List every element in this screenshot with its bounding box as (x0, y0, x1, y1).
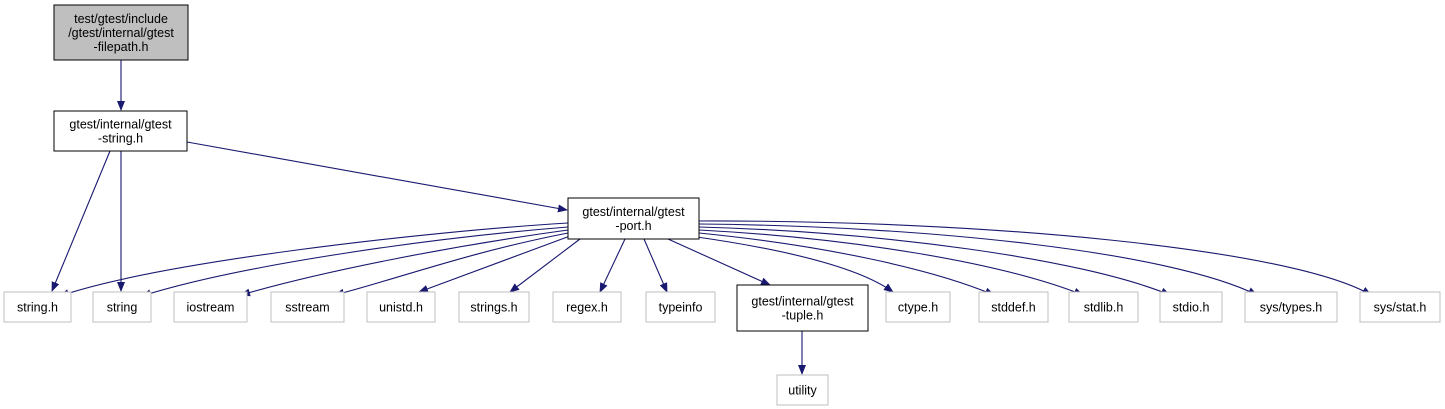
edges-layer (51, 60, 1372, 375)
edge-port-to-stdlib (698, 229, 1084, 296)
node-iostream[interactable]: iostream (173, 291, 248, 323)
node-label-filepath-line-0: test/gtest/include (74, 12, 168, 26)
node-label-tuple-line-0: gtest/internal/gtest (751, 295, 854, 309)
node-stddef[interactable]: stddef.h (978, 291, 1049, 323)
node-typeinfo[interactable]: typeinfo (645, 291, 716, 323)
node-strings[interactable]: strings.h (458, 291, 530, 323)
node-box-utility (776, 374, 829, 406)
node-label-unistd-line-0: unistd.h (379, 301, 423, 315)
node-box-tuple (736, 284, 869, 332)
node-systypes[interactable]: sys/types.h (1244, 291, 1338, 323)
node-label-iostream-line-0: iostream (187, 301, 235, 315)
node-box-systypes (1244, 291, 1338, 323)
edge-port-to-string (141, 226, 569, 298)
node-label-regex-line-0: regex.h (566, 301, 608, 315)
node-label-filepath-line-1: /gtest/internal/gtest (68, 26, 174, 40)
node-label-tuple-line-1: -tuple.h (782, 309, 824, 323)
node-tuple[interactable]: gtest/internal/gtest-tuple.h (736, 284, 869, 332)
node-stdio[interactable]: stdio.h (1159, 291, 1223, 323)
node-string_h[interactable]: string.h (3, 291, 72, 323)
node-label-sstream-line-0: sstream (285, 301, 329, 315)
node-filepath[interactable]: test/gtest/include/gtest/internal/gtest-… (53, 4, 189, 61)
node-box-string_h (3, 291, 72, 323)
node-label-stdio-line-0: stdio.h (1173, 301, 1210, 315)
node-label-stdlib-line-0: stdlib.h (1084, 301, 1124, 315)
edge-port-to-string_h (59, 222, 569, 297)
edge-string_h_gtest-to-string_h (51, 150, 111, 292)
edge-string_h_gtest-to-port (186, 141, 568, 213)
node-unistd[interactable]: unistd.h (366, 291, 436, 323)
node-string[interactable]: string (92, 291, 152, 323)
node-label-stddef-line-0: stddef.h (991, 301, 1036, 315)
node-regex[interactable]: regex.h (552, 291, 622, 323)
node-box-string (92, 291, 152, 323)
node-label-port-line-1: -port.h (615, 219, 651, 233)
node-box-sysstat (1359, 291, 1441, 323)
edge-port-to-strings (509, 238, 581, 293)
node-label-string-line-0: string (107, 301, 138, 315)
node-box-string_h_gtest (53, 110, 188, 152)
node-label-sysstat-line-0: sys/stat.h (1374, 301, 1427, 315)
edge-port-to-tuple (667, 238, 771, 286)
node-box-iostream (173, 291, 248, 323)
node-port[interactable]: gtest/internal/gtest-port.h (567, 197, 700, 240)
node-label-string_h_gtest-line-0: gtest/internal/gtest (69, 118, 172, 132)
edge-port-to-regex (599, 238, 626, 293)
node-label-systypes-line-0: sys/types.h (1260, 301, 1323, 315)
node-box-stdio (1159, 291, 1223, 323)
node-sysstat[interactable]: sys/stat.h (1359, 291, 1441, 323)
edge-port-to-systypes (698, 223, 1258, 296)
edge-port-to-ctype (689, 235, 894, 293)
node-box-port (567, 197, 700, 240)
node-box-regex (552, 291, 622, 323)
node-box-filepath (53, 4, 189, 61)
edge-port-to-sysstat (698, 220, 1372, 296)
node-box-sstream (270, 291, 345, 323)
edge-port-to-unistd (418, 235, 571, 293)
node-label-strings-line-0: strings.h (470, 301, 517, 315)
edge-port-to-sstream (334, 232, 569, 297)
node-stdlib[interactable]: stdlib.h (1068, 291, 1139, 323)
nodes-layer: test/gtest/include/gtest/internal/gtest-… (3, 4, 1441, 406)
node-box-stddef (978, 291, 1049, 323)
node-label-string_h_gtest-line-1: -string.h (98, 132, 143, 146)
node-box-ctype (885, 291, 951, 323)
edge-port-to-stddef (698, 232, 995, 296)
node-string_h_gtest[interactable]: gtest/internal/gtest-string.h (53, 110, 188, 152)
node-utility[interactable]: utility (776, 374, 829, 406)
node-label-port-line-0: gtest/internal/gtest (582, 205, 685, 219)
node-label-ctype-line-0: ctype.h (898, 301, 938, 315)
node-label-utility-line-0: utility (788, 384, 817, 398)
node-label-string_h-line-0: string.h (17, 301, 58, 315)
node-ctype[interactable]: ctype.h (885, 291, 951, 323)
node-sstream[interactable]: sstream (270, 291, 345, 323)
node-label-typeinfo-line-0: typeinfo (659, 301, 703, 315)
node-box-strings (458, 291, 530, 323)
node-box-unistd (366, 291, 436, 323)
node-box-typeinfo (645, 291, 716, 323)
node-box-stdlib (1068, 291, 1139, 323)
edge-port-to-iostream (240, 229, 569, 297)
edge-port-to-stdio (698, 226, 1171, 296)
node-label-filepath-line-2: -filepath.h (94, 40, 149, 54)
edge-port-to-typeinfo (643, 238, 668, 293)
